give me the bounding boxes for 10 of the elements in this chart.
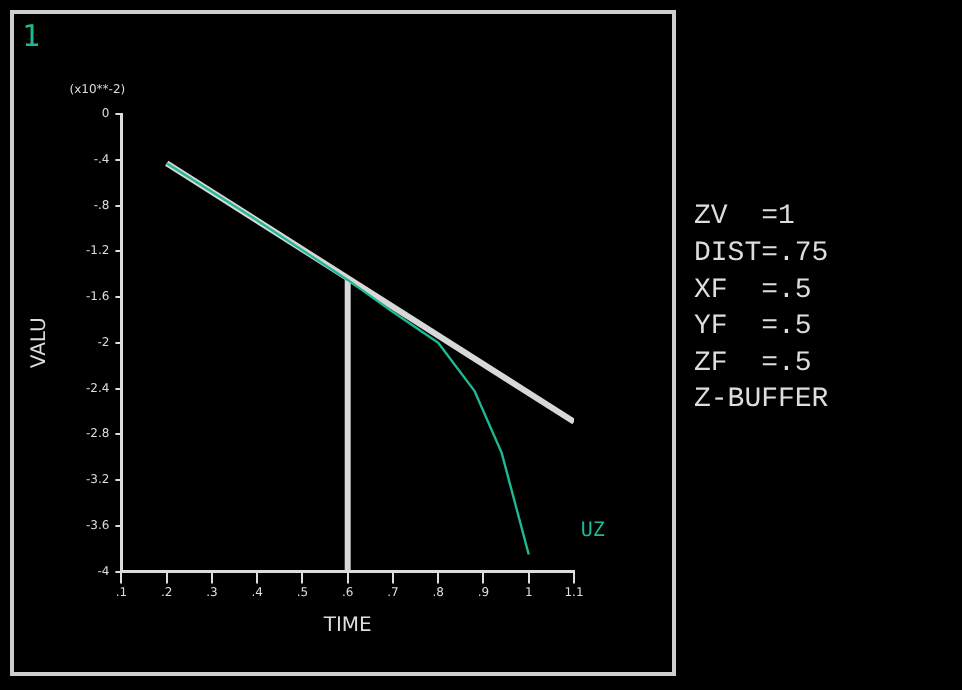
text: YF =.5	[694, 311, 812, 344]
text: Z-BUFFER	[694, 384, 830, 417]
x-axis-title: TIME	[321, 615, 372, 638]
text: XF =.5	[694, 274, 812, 307]
text: ZF =.5	[694, 347, 812, 380]
text: UZ	[580, 519, 605, 542]
text: 1	[22, 17, 41, 54]
text: DIST=.75	[694, 238, 829, 271]
text: ZV =1	[694, 201, 795, 234]
y-axis-title: VALU	[29, 317, 52, 369]
